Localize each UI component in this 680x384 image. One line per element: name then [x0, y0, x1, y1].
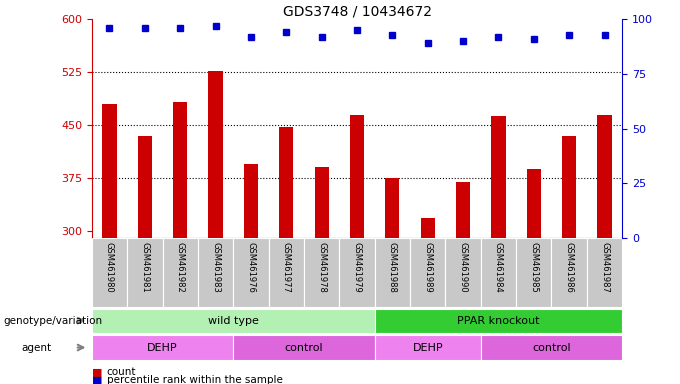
Bar: [481, 336, 622, 359]
Text: GSM461989: GSM461989: [423, 242, 432, 292]
Bar: [375, 336, 481, 359]
Text: GSM461979: GSM461979: [352, 242, 362, 292]
Bar: [375, 309, 622, 333]
Bar: [304, 238, 339, 307]
Text: control: control: [532, 343, 571, 353]
Bar: [375, 238, 410, 307]
Text: GSM461978: GSM461978: [317, 242, 326, 292]
Text: GSM461981: GSM461981: [140, 242, 150, 292]
Bar: [562, 136, 576, 238]
Bar: [516, 238, 551, 307]
Bar: [233, 238, 269, 307]
Bar: [244, 164, 258, 238]
Bar: [198, 238, 233, 307]
Bar: [163, 238, 198, 307]
Bar: [421, 218, 435, 238]
Bar: [386, 178, 399, 238]
Text: GSM461982: GSM461982: [175, 242, 185, 292]
Text: genotype/variation: genotype/variation: [3, 316, 103, 326]
Text: agent: agent: [22, 343, 52, 353]
Text: control: control: [285, 343, 323, 353]
Text: GSM461986: GSM461986: [564, 242, 574, 292]
Bar: [233, 336, 375, 359]
Bar: [350, 114, 364, 238]
Text: DEHP: DEHP: [147, 343, 178, 353]
Bar: [456, 182, 470, 238]
Bar: [492, 116, 505, 238]
Text: count: count: [107, 367, 136, 377]
Bar: [138, 136, 152, 238]
Bar: [127, 238, 163, 307]
Text: GSM461976: GSM461976: [246, 242, 256, 292]
Bar: [269, 238, 304, 307]
Bar: [527, 169, 541, 238]
Text: percentile rank within the sample: percentile rank within the sample: [107, 375, 283, 384]
Bar: [587, 238, 622, 307]
Text: GSM461983: GSM461983: [211, 242, 220, 292]
Text: wild type: wild type: [208, 316, 258, 326]
Text: GSM461984: GSM461984: [494, 242, 503, 292]
Text: GSM461988: GSM461988: [388, 242, 397, 292]
Bar: [339, 238, 375, 307]
Bar: [315, 167, 328, 238]
Bar: [279, 126, 293, 238]
Bar: [481, 238, 516, 307]
Bar: [173, 102, 187, 238]
Text: GSM461990: GSM461990: [458, 242, 468, 292]
Text: PPAR knockout: PPAR knockout: [457, 316, 540, 326]
Text: GSM461977: GSM461977: [282, 242, 291, 292]
Bar: [445, 238, 481, 307]
Bar: [92, 309, 375, 333]
Bar: [410, 238, 445, 307]
Text: ■: ■: [92, 375, 102, 384]
Text: ■: ■: [92, 367, 102, 377]
Text: DEHP: DEHP: [412, 343, 443, 353]
Bar: [598, 114, 611, 238]
Title: GDS3748 / 10434672: GDS3748 / 10434672: [282, 4, 432, 18]
Bar: [103, 104, 116, 238]
Text: GSM461980: GSM461980: [105, 242, 114, 292]
Bar: [92, 238, 127, 307]
Bar: [551, 238, 587, 307]
Text: GSM461987: GSM461987: [600, 242, 609, 292]
Text: GSM461985: GSM461985: [529, 242, 539, 292]
Bar: [209, 71, 222, 238]
Bar: [92, 336, 233, 359]
